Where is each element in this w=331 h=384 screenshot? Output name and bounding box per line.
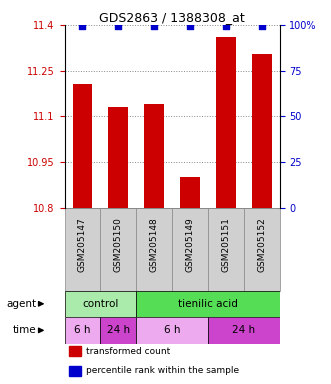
Bar bbox=[208, 317, 280, 344]
Bar bbox=[65, 207, 100, 291]
Point bbox=[152, 23, 157, 30]
Point bbox=[116, 23, 121, 30]
Text: control: control bbox=[82, 299, 118, 309]
Text: percentile rank within the sample: percentile rank within the sample bbox=[86, 366, 239, 375]
Text: time: time bbox=[13, 325, 37, 335]
Point bbox=[80, 23, 85, 30]
Point bbox=[259, 23, 264, 30]
Text: GSM205150: GSM205150 bbox=[114, 217, 123, 272]
Bar bbox=[172, 207, 208, 291]
Bar bbox=[216, 37, 236, 207]
Text: GSM205149: GSM205149 bbox=[186, 217, 195, 272]
Text: 24 h: 24 h bbox=[232, 325, 256, 335]
Bar bbox=[100, 317, 136, 344]
Point bbox=[223, 23, 228, 30]
Title: GDS2863 / 1388308_at: GDS2863 / 1388308_at bbox=[99, 11, 245, 24]
Text: GSM205147: GSM205147 bbox=[78, 217, 87, 272]
Bar bbox=[72, 84, 92, 207]
Bar bbox=[136, 291, 280, 317]
Bar bbox=[252, 54, 272, 207]
Bar bbox=[136, 207, 172, 291]
Text: agent: agent bbox=[6, 299, 37, 309]
Bar bbox=[180, 177, 200, 207]
Bar bbox=[69, 366, 81, 376]
Text: 6 h: 6 h bbox=[164, 325, 180, 335]
Text: tienilic acid: tienilic acid bbox=[178, 299, 238, 309]
Text: transformed count: transformed count bbox=[86, 347, 170, 356]
Bar bbox=[144, 104, 164, 207]
Bar bbox=[100, 207, 136, 291]
Text: 24 h: 24 h bbox=[107, 325, 130, 335]
Bar bbox=[208, 207, 244, 291]
Text: 6 h: 6 h bbox=[74, 325, 91, 335]
Bar bbox=[136, 317, 208, 344]
Bar bbox=[65, 291, 136, 317]
Point bbox=[187, 23, 193, 30]
Text: GSM205148: GSM205148 bbox=[150, 217, 159, 272]
Bar bbox=[69, 346, 81, 356]
Text: GSM205151: GSM205151 bbox=[221, 217, 230, 272]
Bar bbox=[244, 207, 280, 291]
Bar bbox=[109, 107, 128, 207]
Bar bbox=[65, 317, 100, 344]
Text: GSM205152: GSM205152 bbox=[257, 217, 266, 272]
